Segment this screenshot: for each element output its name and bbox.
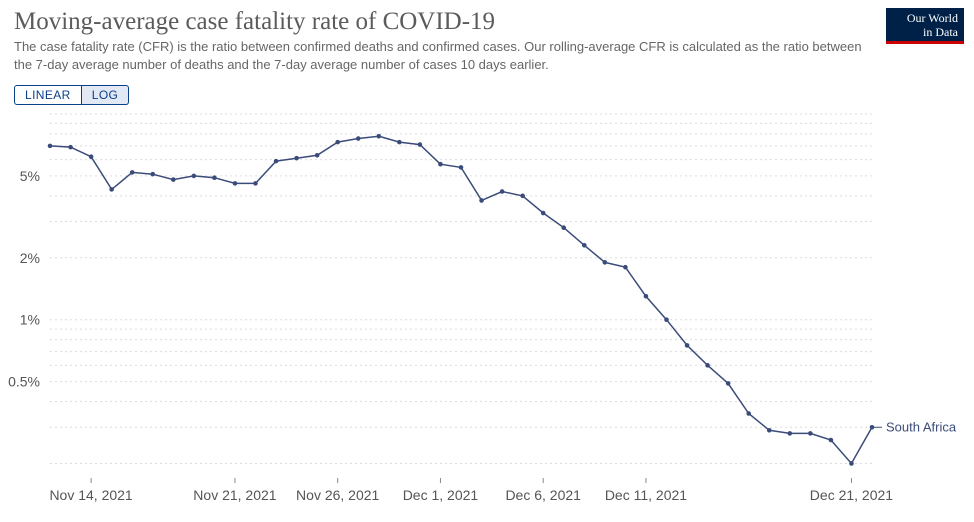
data-point [130,170,135,175]
y-tick-label: 1% [20,312,40,328]
data-point [788,431,793,436]
page-subtitle: The case fatality rate (CFR) is the rati… [14,38,874,73]
data-point [561,225,566,230]
series-label: South Africa [886,419,957,434]
data-point [808,431,813,436]
x-tick-label: Nov 14, 2021 [49,487,132,503]
chart-area: 5% 2% 1% 0.5% Nov 14, 2021 Nov 21, 2021 Nov 26… [0,108,974,522]
x-tick-label: Dec 6, 2021 [505,487,581,503]
data-point [520,194,525,199]
data-point [274,159,279,164]
y-tick-label: 0.5% [8,374,40,390]
data-point [397,140,402,145]
data-point [253,181,258,186]
page-title: Moving-average case fatality rate of COV… [14,8,960,36]
data-point [109,187,114,192]
owid-logo: Our World in Data [886,8,964,44]
x-tick-label: Dec 11, 2021 [605,487,687,503]
data-point [294,156,299,161]
data-point [603,260,608,265]
data-point [459,165,464,170]
scale-toggle[interactable]: LINEARLOG [14,85,129,105]
data-point [664,317,669,322]
y-tick-label: 2% [20,250,40,266]
data-point [500,189,505,194]
data-point [418,142,423,147]
data-point [541,211,546,216]
data-point [171,177,176,182]
data-point [726,381,731,386]
x-tick-label: Nov 21, 2021 [193,487,276,503]
y-tick-label: 5% [20,168,40,184]
data-point [150,172,155,177]
data-point [623,265,628,270]
data-point [582,243,587,248]
data-point [767,428,772,433]
data-point [89,154,94,159]
data-point [212,175,217,180]
data-point [48,144,53,149]
data-point [705,363,710,368]
data-point [829,438,834,443]
data-point [233,181,238,186]
line-chart: 5% 2% 1% 0.5% Nov 14, 2021 Nov 21, 2021 Nov 26… [0,108,974,522]
data-point [335,140,340,145]
data-point [746,411,751,416]
data-point [849,461,854,466]
x-tick-label: Nov 26, 2021 [296,487,379,503]
x-tick-label: Dec 21, 2021 [810,487,893,503]
data-point [315,153,320,158]
data-point [377,134,382,139]
scale-option-log[interactable]: LOG [82,85,130,105]
logo-line1: Our World [892,12,958,26]
data-point [68,145,73,150]
data-point [356,136,361,141]
x-tick-label: Dec 1, 2021 [403,487,479,503]
logo-line2: in Data [892,26,958,40]
scale-option-linear[interactable]: LINEAR [14,85,82,105]
data-point [438,162,443,167]
data-point [192,174,197,179]
data-point [644,294,649,299]
data-point [685,343,690,348]
data-point [479,198,484,203]
